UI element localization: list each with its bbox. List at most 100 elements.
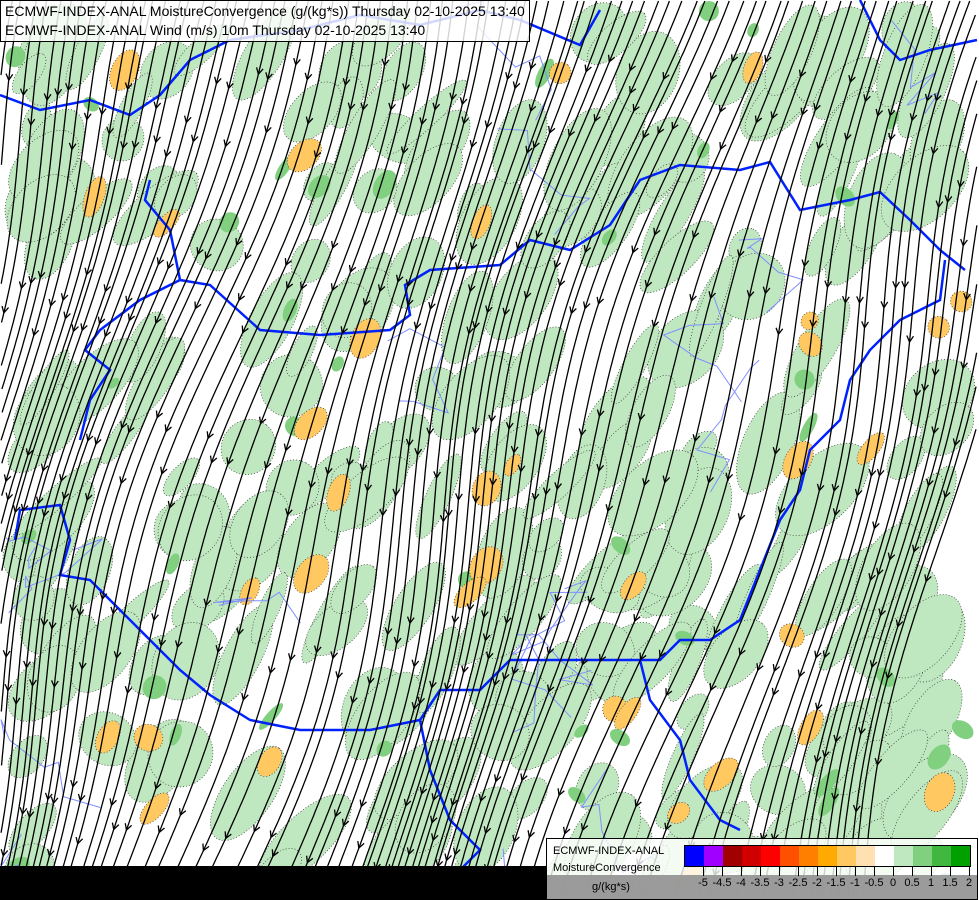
field-contour	[381, 561, 446, 651]
wind-arrow-icon	[109, 798, 117, 807]
streamline	[560, 0, 853, 897]
legend-tick	[798, 866, 799, 876]
field-contour	[142, 675, 167, 700]
wind-arrow-icon	[54, 88, 63, 97]
wind-arrow-icon	[265, 72, 273, 81]
streamline	[525, 0, 828, 896]
wind-arrow-icon	[48, 298, 57, 308]
wind-arrow-icon	[18, 281, 27, 290]
wind-arrow-icon	[60, 293, 69, 302]
wind-arrow-icon	[65, 83, 73, 92]
wind-arrow-icon	[153, 135, 161, 144]
field-contour	[535, 58, 555, 88]
field-contour	[750, 764, 806, 816]
legend-swatch	[875, 846, 894, 866]
wind-arrow-icon	[20, 503, 29, 513]
wind-arrow-icon	[78, 662, 87, 671]
legend-swatch	[913, 846, 932, 866]
wind-arrow-icon	[264, 125, 272, 134]
border-line	[418, 719, 482, 871]
field-contour	[620, 571, 647, 601]
legend-swatch	[951, 846, 970, 866]
streamline	[1, 0, 107, 464]
wind-arrow-icon	[196, 246, 204, 256]
wind-arrow-icon	[5, 73, 14, 82]
legend-swatch	[704, 846, 723, 866]
wind-arrow-icon	[244, 251, 252, 261]
legend-tick-label: -5	[698, 877, 708, 889]
wind-arrow-icon	[63, 311, 71, 320]
river-line	[662, 296, 742, 403]
wind-arrow-icon	[125, 295, 133, 305]
legend-swatch	[780, 846, 799, 866]
field-contour	[282, 298, 298, 322]
wind-arrow-icon	[156, 257, 165, 266]
streamline	[0, 0, 147, 552]
legend-tick-label: -4	[736, 877, 746, 889]
field-contour	[812, 56, 880, 120]
wind-arrow-icon	[75, 836, 84, 846]
streamline	[395, 0, 646, 898]
wind-arrow-icon	[68, 142, 77, 151]
field-contour	[689, 255, 734, 358]
wind-arrow-icon	[31, 328, 40, 337]
legend-tick-label: -1.5	[826, 877, 846, 889]
wind-arrow-icon	[77, 793, 86, 802]
streamline	[341, 0, 565, 896]
streamline	[443, 0, 730, 894]
wind-arrow-icon	[3, 474, 12, 483]
streamline	[862, 429, 977, 894]
wind-arrow-icon	[167, 500, 176, 510]
field-contour	[166, 553, 180, 575]
wind-arrow-icon	[97, 316, 106, 325]
streamline	[1, 0, 72, 390]
field-contour	[220, 418, 276, 475]
legend-tick	[741, 866, 742, 876]
streamline	[38, 0, 298, 895]
river-line	[387, 328, 450, 414]
wind-arrow-icon	[70, 779, 78, 789]
legend-unit: g/(kg*s)	[592, 881, 630, 893]
field-contour	[927, 744, 951, 770]
wind-arrow-icon	[2, 650, 11, 659]
legend-tick	[722, 866, 723, 876]
wind-arrow-icon	[40, 463, 49, 473]
streamline	[852, 386, 977, 896]
streamline	[584, 0, 866, 895]
streamline	[436, 0, 719, 895]
streamline	[73, 0, 350, 897]
wind-arrow-icon	[209, 455, 218, 464]
wind-arrow-icon	[27, 118, 36, 127]
streamline	[279, 0, 507, 895]
map-title: ECMWF-INDEX-ANAL MoistureConvergence (g/…	[0, 0, 530, 42]
no-data-area	[0, 866, 546, 900]
legend-tick-label: -3.5	[750, 877, 770, 889]
streamline	[709, 0, 933, 895]
legend-tick-label: -0.5	[864, 877, 884, 889]
wind-arrow-icon	[313, 150, 322, 159]
wind-arrow-icon	[40, 618, 49, 627]
wind-arrow-icon	[304, 72, 313, 81]
wind-arrow-icon	[237, 293, 246, 302]
wind-arrow-icon	[19, 807, 28, 816]
wind-arrow-icon	[83, 112, 92, 121]
streamline	[830, 225, 978, 899]
legend-tick	[703, 866, 704, 876]
wind-arrow-icon	[12, 505, 21, 514]
field-contour	[240, 272, 304, 368]
legend-parameter: MoistureConvergence	[553, 862, 661, 874]
legend-swatch	[932, 846, 951, 866]
streamline	[197, 0, 454, 898]
field-contour	[504, 326, 566, 402]
streamline	[498, 0, 804, 895]
wind-arrow-icon	[154, 315, 162, 325]
field-contour	[675, 630, 695, 646]
field-contour	[919, 401, 975, 457]
wind-arrow-icon	[103, 284, 112, 293]
wind-arrow-icon	[0, 848, 9, 858]
wind-arrow-icon	[4, 683, 13, 693]
field-contour	[259, 353, 323, 418]
wind-arrow-icon	[19, 88, 28, 97]
field-contour	[794, 369, 815, 390]
